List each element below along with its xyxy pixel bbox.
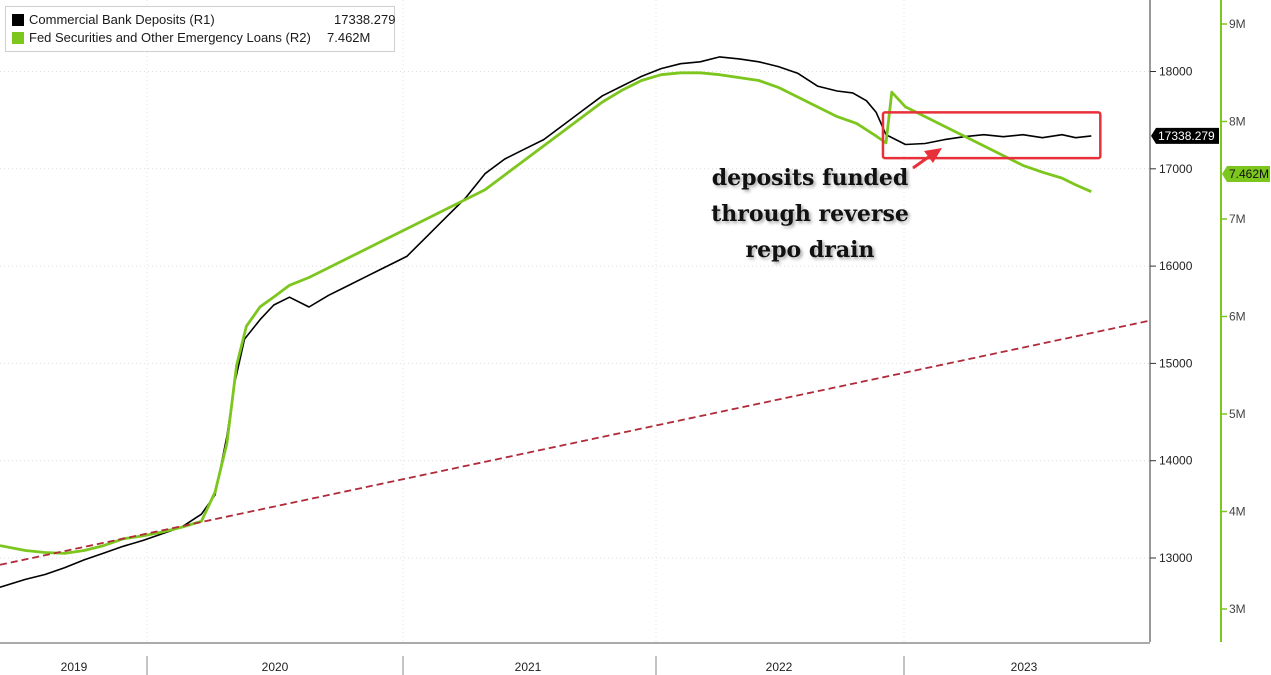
legend: Commercial Bank Deposits (R1) 17338.279 … (5, 6, 395, 52)
r1-tick-label: 18000 (1159, 65, 1193, 79)
annotation-text: deposits funded through reverse repo dra… (690, 160, 930, 268)
r1-tick-label: 16000 (1159, 259, 1193, 273)
deposits-last-value-label: 17338.279 (1158, 129, 1215, 143)
fed-last-value-marker (1222, 165, 1270, 182)
year-label: 2021 (515, 660, 542, 674)
deposits-last-value-marker (1151, 127, 1219, 144)
highlight-layer (881, 111, 1102, 170)
series-commercial-deposits (0, 56, 1092, 588)
legend-value: 7.462M (327, 30, 371, 45)
r2-tick-label: 7M (1229, 212, 1246, 226)
year-label: 2022 (766, 660, 793, 674)
highlight-box (881, 111, 1102, 160)
year-label: 2023 (1011, 660, 1038, 674)
fed-last-value-label: 7.462M (1229, 167, 1269, 181)
legend-swatch-green (12, 32, 24, 44)
time-axis: 2019 2020 2021 2022 2023 (0, 642, 1271, 675)
trend-line (0, 319, 1151, 566)
r2-tick-label: 6M (1229, 310, 1246, 324)
annotation-line: deposits funded (711, 165, 909, 191)
year-label: 2019 (61, 660, 88, 674)
annotation-line: repo drain (745, 237, 875, 263)
right-axis-r2: 3M 4M 5M 6M 7M 8M 9M (1220, 0, 1246, 642)
r1-tick-label: 14000 (1159, 454, 1193, 468)
annotation-line: through reverse (711, 201, 909, 227)
r2-tick-label: 4M (1229, 505, 1246, 519)
left-right-axis-r1: 13000 14000 15000 16000 17000 18000 (1149, 0, 1193, 642)
annotation-arrow-shaft (912, 154, 931, 170)
r1-tick-label: 13000 (1159, 551, 1193, 565)
legend-label: Commercial Bank Deposits (R1) (29, 12, 215, 27)
r1-tick-label: 15000 (1159, 356, 1193, 370)
annotation-arrow-head (924, 148, 942, 163)
year-label: 2020 (262, 660, 289, 674)
legend-label: Fed Securities and Other Emergency Loans… (29, 30, 311, 45)
r2-tick-label: 5M (1229, 407, 1246, 421)
r2-tick-label: 8M (1229, 115, 1246, 129)
legend-value: 17338.279 (334, 12, 396, 27)
series-fed-securities (0, 71, 1092, 555)
legend-swatch-black (12, 14, 24, 26)
r2-tick-label: 3M (1229, 602, 1246, 616)
plot-background (0, 0, 1150, 642)
r2-tick-label: 9M (1229, 17, 1246, 31)
time-axis-band (0, 642, 1271, 675)
r1-tick-label: 17000 (1159, 162, 1193, 176)
last-value-markers: 17338.279 7.462M (1151, 127, 1270, 182)
series-lines (0, 56, 1151, 588)
